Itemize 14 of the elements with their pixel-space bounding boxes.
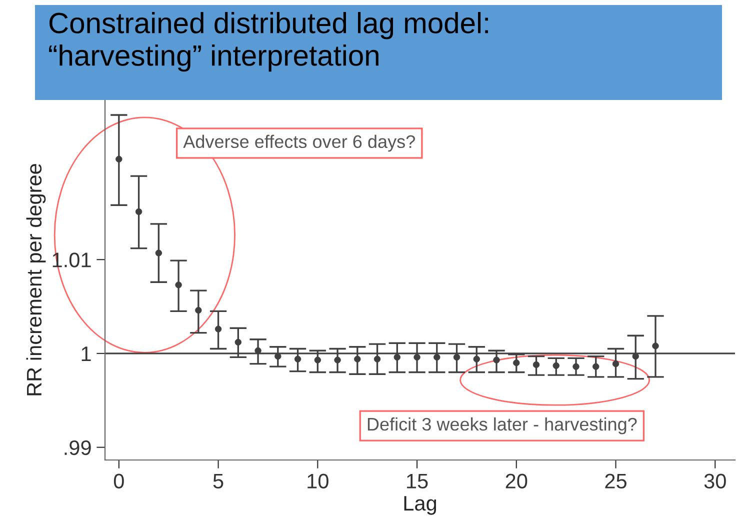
x-tick-label: 25 bbox=[605, 474, 626, 488]
x-tick-label: 15 bbox=[407, 474, 428, 488]
chart-title: Constrained distributed lag model: “harvesting” interpretation bbox=[49, 12, 488, 72]
y-tick-label: 1 bbox=[82, 346, 91, 362]
y-axis-title: RR increment per degree bbox=[26, 164, 46, 396]
annotation: Deficit 3 weeks later - harvesting? bbox=[368, 417, 637, 434]
x-tick-label: 0 bbox=[114, 474, 124, 488]
x-tick-label: 20 bbox=[506, 474, 528, 488]
x-axis-title: Lag bbox=[404, 496, 436, 515]
x-tick-label: 5 bbox=[213, 474, 224, 488]
y-tick-label: .99 bbox=[64, 440, 91, 456]
x-tick-label: 30 bbox=[704, 474, 726, 488]
annotation: Adverse effects over 6 days? bbox=[183, 134, 415, 152]
x-tick-label: 10 bbox=[308, 474, 328, 488]
